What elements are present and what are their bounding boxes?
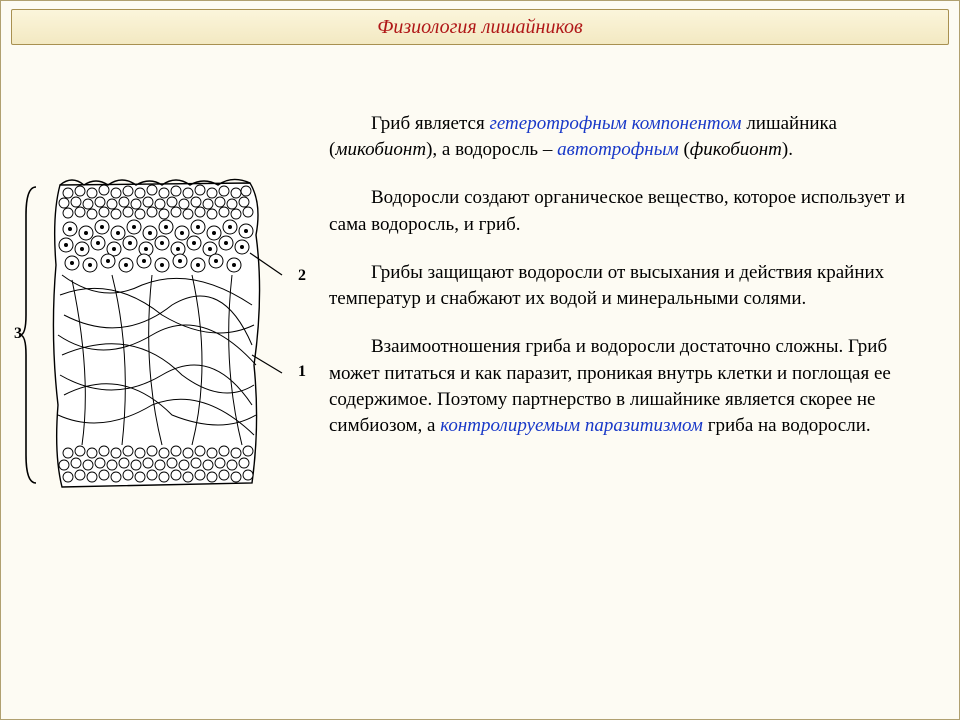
p1-t3: ), а водоросль – xyxy=(426,139,557,160)
p4-blue1: контролируемым паразитизмом xyxy=(440,415,703,436)
text-column: Гриб является гетеротрофным компонентом … xyxy=(329,105,929,505)
lichen-cross-section-icon xyxy=(42,175,292,495)
content-area: 3 xyxy=(1,45,959,525)
paragraph-1: Гриб является гетеротрофным компонентом … xyxy=(329,111,929,163)
p1-t4: ( xyxy=(679,139,690,160)
figure-column: 3 xyxy=(11,105,311,505)
figure-label-1: 1 xyxy=(298,363,306,381)
p1-i1: микобионт xyxy=(335,139,426,160)
p4-t2: гриба на водоросли. xyxy=(703,415,871,436)
paragraph-3: Грибы защищают водоросли от высыхания и … xyxy=(329,260,929,312)
paragraph-4: Взаимоотношения гриба и водоросли достат… xyxy=(329,334,929,439)
p1-t1: Гриб является xyxy=(371,113,489,134)
figure-label-2: 2 xyxy=(298,267,306,285)
p1-blue2: автотрофным xyxy=(557,139,679,160)
p1-t5: ). xyxy=(782,139,793,160)
bracket-icon xyxy=(20,185,38,485)
figure-label-3: 3 xyxy=(14,325,22,343)
paragraph-2: Водоросли создают органическое вещество,… xyxy=(329,185,929,237)
slide: Физиология лишайников 3 xyxy=(0,0,960,720)
title-bar: Физиология лишайников xyxy=(11,9,949,45)
slide-title: Физиология лишайников xyxy=(377,16,582,39)
lichen-figure: 3 xyxy=(16,175,306,505)
p1-blue1: гетеротрофным компонентом xyxy=(489,113,741,134)
p1-i2: фикобионт xyxy=(690,139,782,160)
